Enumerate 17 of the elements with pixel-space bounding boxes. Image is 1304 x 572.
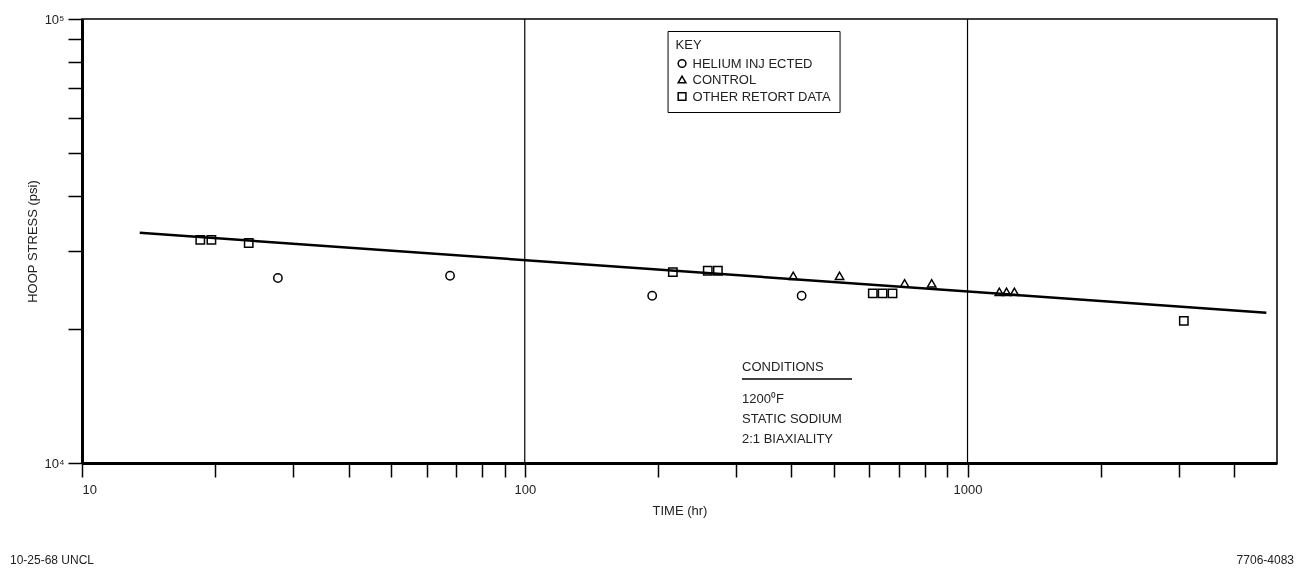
annotation: 2:1 BIAXIALITY [742, 431, 834, 446]
annotation: CONDITIONS [742, 359, 824, 374]
x-tick-label: 1000 [953, 481, 983, 497]
x-tick-label: 100 [514, 481, 537, 497]
text: 7706-4083 [1236, 553, 1294, 567]
legend-label: HELIUM INJ ECTED [692, 55, 813, 71]
y-tick-label: 10⁵ [44, 11, 65, 27]
y-tick-label: 10⁴ [44, 455, 65, 471]
annotation: 1200⁰F [742, 391, 784, 406]
y-axis-title: HOOP STRESS (psi) [25, 180, 41, 303]
text: 10-25-68 UNCL [10, 553, 95, 567]
annotation: STATIC SODIUM [742, 411, 842, 426]
x-axis-title: TIME (hr) [652, 502, 708, 518]
legend-label: OTHER RETORT DATA [692, 88, 832, 104]
legend-label: CONTROL [692, 71, 757, 87]
x-tick-label: 10 [82, 481, 97, 497]
legend-title: KEY [675, 37, 702, 52]
